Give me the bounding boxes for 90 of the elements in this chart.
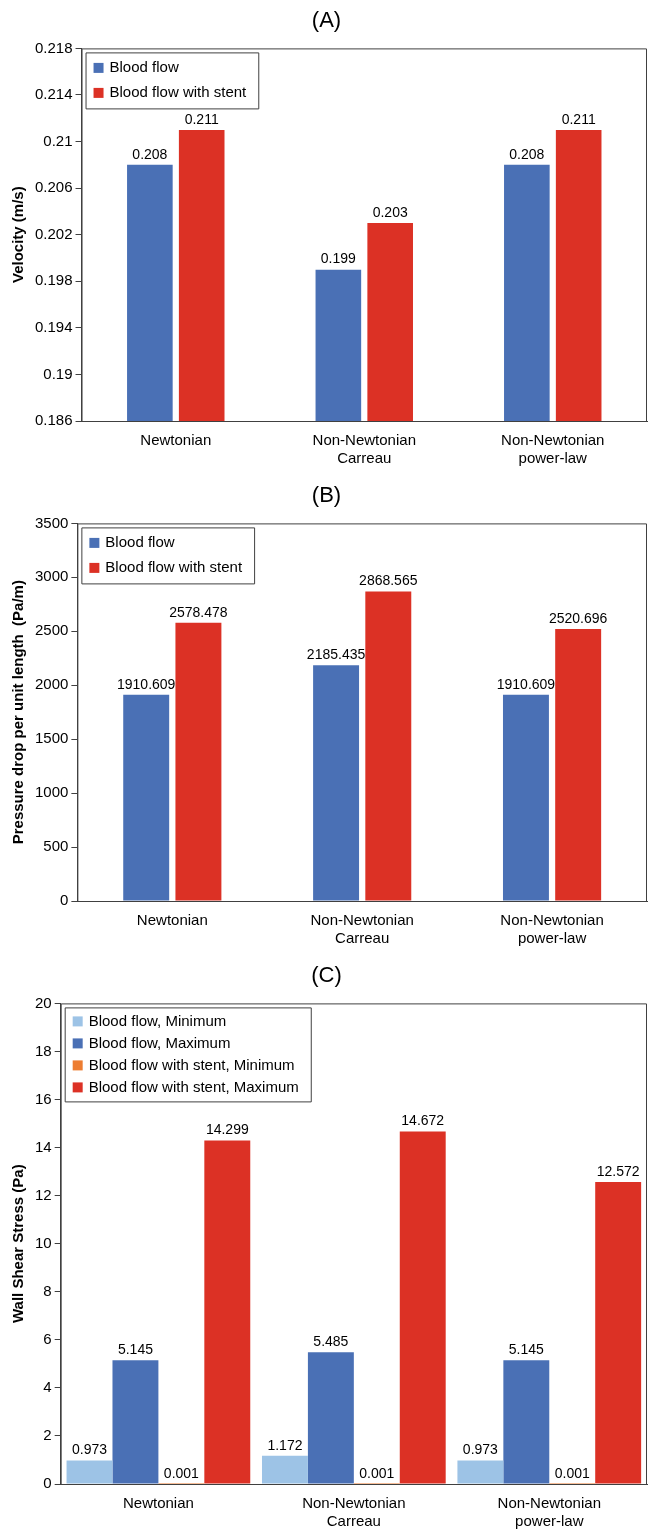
x-tick-label: Newtonian bbox=[136, 911, 208, 929]
y-tick-label: 10 bbox=[35, 1233, 52, 1251]
legend-label: Blood flow, Maximum bbox=[88, 1033, 231, 1051]
y-tick-label: 3000 bbox=[34, 567, 69, 585]
data-label: 0.211 bbox=[561, 110, 596, 127]
data-label: 2185.435 bbox=[306, 646, 366, 663]
y-tick-label: 12 bbox=[35, 1185, 52, 1203]
y-tick-label: 0.214 bbox=[34, 85, 73, 103]
y-tick-label: 2500 bbox=[34, 621, 69, 639]
y-tick-label: 0.206 bbox=[34, 178, 73, 196]
chart-title: (A) bbox=[311, 7, 342, 33]
y-tick-label: 14 bbox=[35, 1137, 52, 1155]
data-label: 5.145 bbox=[117, 1341, 154, 1358]
bar bbox=[204, 1140, 251, 1484]
x-tick-label: Non-Newtonian Carreau bbox=[302, 1494, 406, 1530]
bar bbox=[261, 1455, 308, 1484]
y-tick-label: 18 bbox=[35, 1041, 52, 1059]
y-tick-label: 16 bbox=[35, 1089, 52, 1107]
y-tick-label: 0.218 bbox=[34, 38, 73, 56]
y-tick-label: 0 bbox=[60, 891, 69, 909]
bar bbox=[175, 622, 222, 901]
bar bbox=[365, 591, 412, 901]
y-tick-label: 2 bbox=[43, 1426, 52, 1444]
data-label: 0.203 bbox=[372, 203, 408, 220]
y-tick-label: 20 bbox=[35, 993, 52, 1011]
data-label: 12.572 bbox=[596, 1162, 640, 1179]
y-tick-label: 500 bbox=[43, 837, 69, 855]
y-tick-label: 0.186 bbox=[34, 411, 73, 429]
data-label: 2520.696 bbox=[548, 609, 608, 626]
data-label: 0.001 bbox=[359, 1464, 395, 1481]
x-tick-label: Newtonian bbox=[140, 431, 212, 449]
data-label: 1910.609 bbox=[117, 675, 176, 692]
data-label: 5.485 bbox=[313, 1333, 349, 1350]
bar bbox=[457, 1460, 504, 1484]
data-label: 0.208 bbox=[132, 145, 168, 162]
y-tick-label: 8 bbox=[43, 1281, 52, 1299]
bar bbox=[595, 1181, 642, 1484]
x-tick-label: Newtonian bbox=[122, 1494, 194, 1512]
legend-label: Blood flow with stent bbox=[105, 558, 243, 576]
chart-title: (B) bbox=[311, 482, 342, 508]
bar bbox=[503, 1360, 550, 1484]
y-tick-label: 0.21 bbox=[43, 131, 73, 149]
data-label: 1910.609 bbox=[496, 675, 556, 692]
x-tick-label: Non-Newtonian power-law bbox=[497, 1494, 601, 1530]
bar bbox=[502, 694, 549, 901]
bar bbox=[313, 665, 360, 901]
data-label: 0.001 bbox=[163, 1464, 200, 1481]
y-tick-label: 1000 bbox=[34, 783, 69, 801]
bar bbox=[307, 1352, 354, 1484]
bar bbox=[555, 629, 602, 901]
data-label: 14.299 bbox=[205, 1121, 249, 1138]
y-tick-label: 6 bbox=[43, 1329, 52, 1347]
y-tick-label: 3500 bbox=[34, 513, 69, 531]
legend-label: Blood flow with stent, Minimum bbox=[88, 1055, 295, 1073]
data-label: 1.172 bbox=[267, 1436, 303, 1453]
y-axis-title: Velocity (m/s) bbox=[9, 186, 27, 284]
y-tick-label: 1500 bbox=[34, 729, 69, 747]
chart-title: (C) bbox=[311, 962, 342, 988]
y-tick-label: 4 bbox=[43, 1378, 52, 1396]
data-label: 0.973 bbox=[462, 1441, 499, 1458]
bar bbox=[399, 1131, 446, 1484]
y-tick-label: 2000 bbox=[34, 675, 69, 693]
legend-label: Blood flow bbox=[105, 533, 175, 551]
y-tick-label: 0.202 bbox=[34, 224, 73, 242]
y-axis-title: Wall Shear Stress (Pa) bbox=[9, 1164, 27, 1324]
data-label: 0.973 bbox=[71, 1441, 108, 1458]
bar bbox=[123, 694, 170, 901]
y-axis-title: Pressure drop per unit length (Pa/m) bbox=[9, 580, 27, 845]
y-tick-label: 0.19 bbox=[43, 364, 73, 382]
data-label: 5.145 bbox=[508, 1341, 545, 1358]
legend-label: Blood flow, Minimum bbox=[88, 1011, 227, 1029]
data-label: 2868.565 bbox=[359, 572, 418, 589]
x-tick-label: Non-Newtonian Carreau bbox=[312, 431, 416, 467]
data-label: 0.199 bbox=[320, 250, 357, 267]
legend-label: Blood flow with stent, Maximum bbox=[88, 1077, 299, 1095]
data-label: 14.672 bbox=[401, 1112, 445, 1129]
y-tick-label: 0.194 bbox=[34, 317, 73, 335]
y-tick-label: 0 bbox=[43, 1474, 52, 1492]
legend-label: Blood flow bbox=[109, 58, 179, 76]
data-label: 0.001 bbox=[554, 1464, 590, 1481]
data-label: 2578.478 bbox=[169, 603, 228, 620]
x-tick-label: Non-Newtonian power-law bbox=[501, 431, 605, 467]
data-label: 0.208 bbox=[509, 145, 545, 162]
x-tick-label: Non-Newtonian Carreau bbox=[310, 911, 414, 947]
bar bbox=[66, 1460, 113, 1484]
bar bbox=[112, 1360, 159, 1484]
data-label: 0.211 bbox=[184, 110, 219, 127]
legend-label: Blood flow with stent bbox=[109, 83, 248, 101]
x-tick-label: Non-Newtonian power-law bbox=[500, 911, 604, 947]
y-tick-label: 0.198 bbox=[34, 271, 73, 289]
